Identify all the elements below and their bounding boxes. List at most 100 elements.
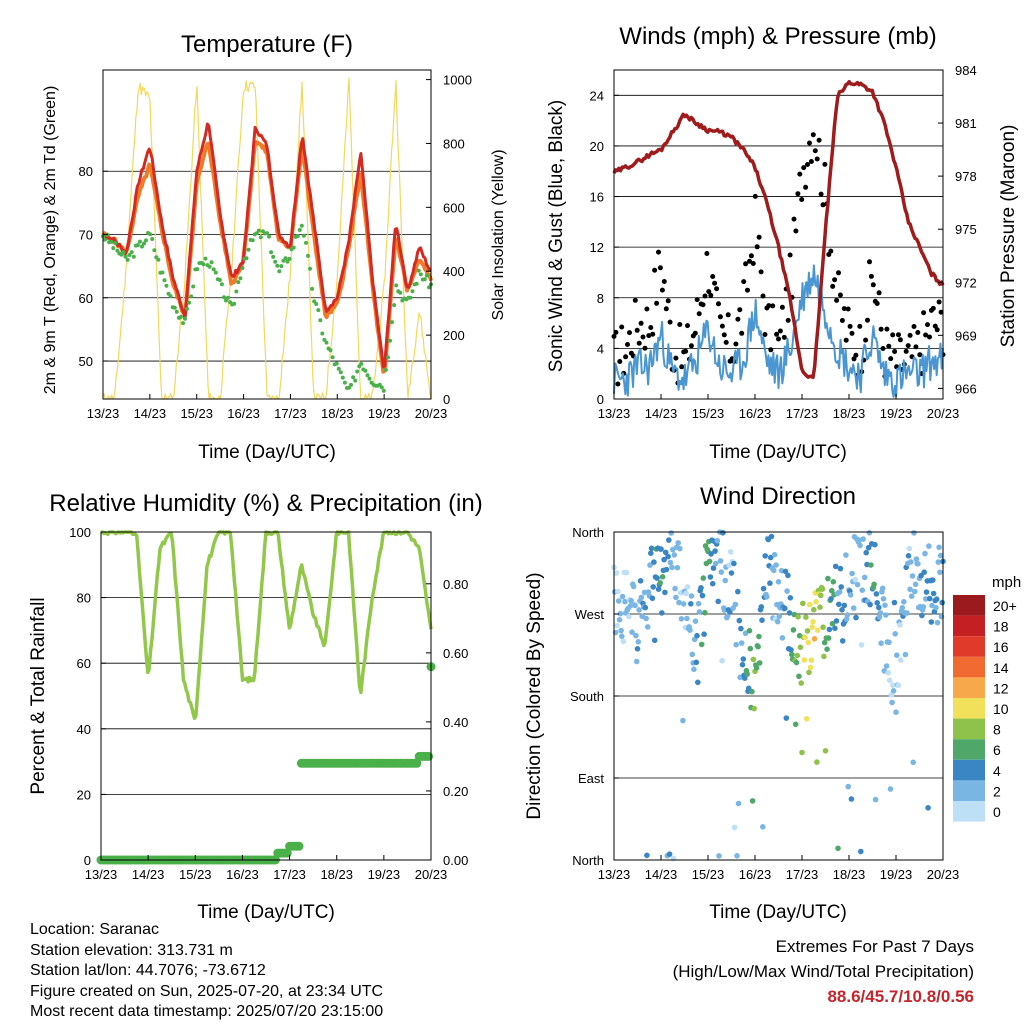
gust-point <box>849 330 855 336</box>
wind-direction-point <box>897 657 904 663</box>
wind-direction-point <box>920 604 927 610</box>
wind-direction-point <box>885 670 891 676</box>
gust-point <box>758 269 764 275</box>
wind-direction-point <box>665 553 671 560</box>
dewpoint-point <box>322 337 327 342</box>
wind-direction-point <box>762 553 768 559</box>
wind-direction-point <box>760 824 766 830</box>
dewpoint-point <box>363 368 368 373</box>
gust-point <box>733 341 739 347</box>
dewpoint-point <box>250 238 255 243</box>
gust-point <box>648 325 654 330</box>
dewpoint-point <box>392 303 397 308</box>
dewpoint-point <box>275 263 280 268</box>
dewpoint-point <box>316 308 321 313</box>
gust-point <box>748 253 754 259</box>
wind-direction-point <box>813 599 819 605</box>
wind-direction-point <box>841 602 848 609</box>
wind-direction-point <box>858 848 864 855</box>
dewpoint-point <box>258 235 263 240</box>
dewpoint-point <box>123 254 128 259</box>
y-tick-label: 40 <box>77 722 91 737</box>
wind-direction-point <box>628 597 634 604</box>
gust-point <box>880 346 886 351</box>
wind-direction-point <box>843 552 849 558</box>
x-tick-label: 19/23 <box>368 867 401 882</box>
colorbar-label: 16 <box>993 639 1009 655</box>
wind-direction-point <box>801 657 808 663</box>
gust-point <box>673 355 679 361</box>
dewpoint-point <box>113 241 118 246</box>
wind-direction-point <box>739 661 746 668</box>
wind-direction-point <box>907 586 913 593</box>
gust-point <box>721 332 727 338</box>
wind-direction-point <box>742 675 748 681</box>
winds-pressure-panel: Winds (mph) & Pressure (mb) 0 4 8 12 16 20 24 9… <box>546 23 1019 463</box>
wind-direction-point <box>807 664 814 671</box>
gust-point <box>932 323 938 329</box>
x-tick-label: 17/23 <box>786 867 819 882</box>
gust-point <box>847 323 853 329</box>
wind-direction-point <box>891 599 898 606</box>
x-tick-label: 15/23 <box>179 867 212 882</box>
gust-point <box>915 330 921 335</box>
gust-point <box>917 352 923 358</box>
wind-direction-point <box>897 622 903 628</box>
wind-direction-point <box>727 609 733 615</box>
wind-direction-point <box>755 643 761 650</box>
wind-direction-point <box>709 580 716 587</box>
wind-direction-point <box>726 562 732 569</box>
speed-colorbar: mph 20+ 18 16 14 12 10 8 6 4 2 0 <box>953 574 1021 822</box>
wind-direction-point <box>921 569 927 575</box>
wind-direction-point <box>776 613 783 620</box>
dewpoint-point <box>137 239 142 244</box>
wind-direction-point <box>839 607 845 613</box>
colorbar-label: 8 <box>993 722 1001 738</box>
dewpoint-point <box>390 320 394 325</box>
wind-direction-point <box>830 579 837 585</box>
gust-point <box>659 287 665 293</box>
y-tick-label: North <box>572 525 604 540</box>
wind-direction-point <box>910 759 916 766</box>
dewpoint-point <box>265 231 269 236</box>
wind-direction-point <box>928 619 935 625</box>
wind-direction-point <box>867 601 873 608</box>
wind-direction-point <box>784 588 790 594</box>
wind-direction-point <box>794 652 801 659</box>
x-tick-label: 19/23 <box>880 406 913 421</box>
wind-direction-point <box>796 673 802 680</box>
dewpoint-point <box>150 237 155 241</box>
x-tick-label: 20/23 <box>415 867 448 882</box>
wind-direction-point <box>632 602 638 609</box>
wind-direction-point <box>919 612 925 619</box>
gust-point <box>903 348 909 354</box>
wind-direction-point <box>662 589 668 596</box>
gust-point <box>930 305 936 311</box>
gust-point <box>677 322 683 327</box>
y2-tick-label: 966 <box>955 381 977 396</box>
dewpoint-point <box>201 262 206 267</box>
wind-direction-point <box>876 604 882 611</box>
y-tick-label: 80 <box>77 591 91 606</box>
wind-direction-point <box>714 537 721 544</box>
colorbar-swatch <box>953 595 985 616</box>
y-tick-label: 8 <box>597 291 604 306</box>
dewpoint-point <box>320 331 325 336</box>
gust-point <box>857 323 863 329</box>
gust-point <box>640 334 646 340</box>
dewpoint-point <box>336 366 341 371</box>
dewpoint-point <box>226 295 230 300</box>
wind-direction-panel: Wind Direction NorthEastSouthWestNorth13… <box>524 483 1021 923</box>
wind-direction-point <box>788 647 794 653</box>
x-tick-label: 16/23 <box>226 867 259 882</box>
wind-direction-point <box>674 564 681 571</box>
gust-point <box>795 191 801 197</box>
y2-tick-label: 0.20 <box>443 784 468 799</box>
dewpoint-point <box>342 380 347 385</box>
y2-tick-label: 1000 <box>443 73 472 88</box>
gust-point <box>714 286 720 292</box>
y-tick-label: East <box>578 771 604 786</box>
wind-direction-point <box>701 631 707 637</box>
colorbar-label: 2 <box>993 783 1001 799</box>
y-tick-label: 4 <box>597 341 604 356</box>
